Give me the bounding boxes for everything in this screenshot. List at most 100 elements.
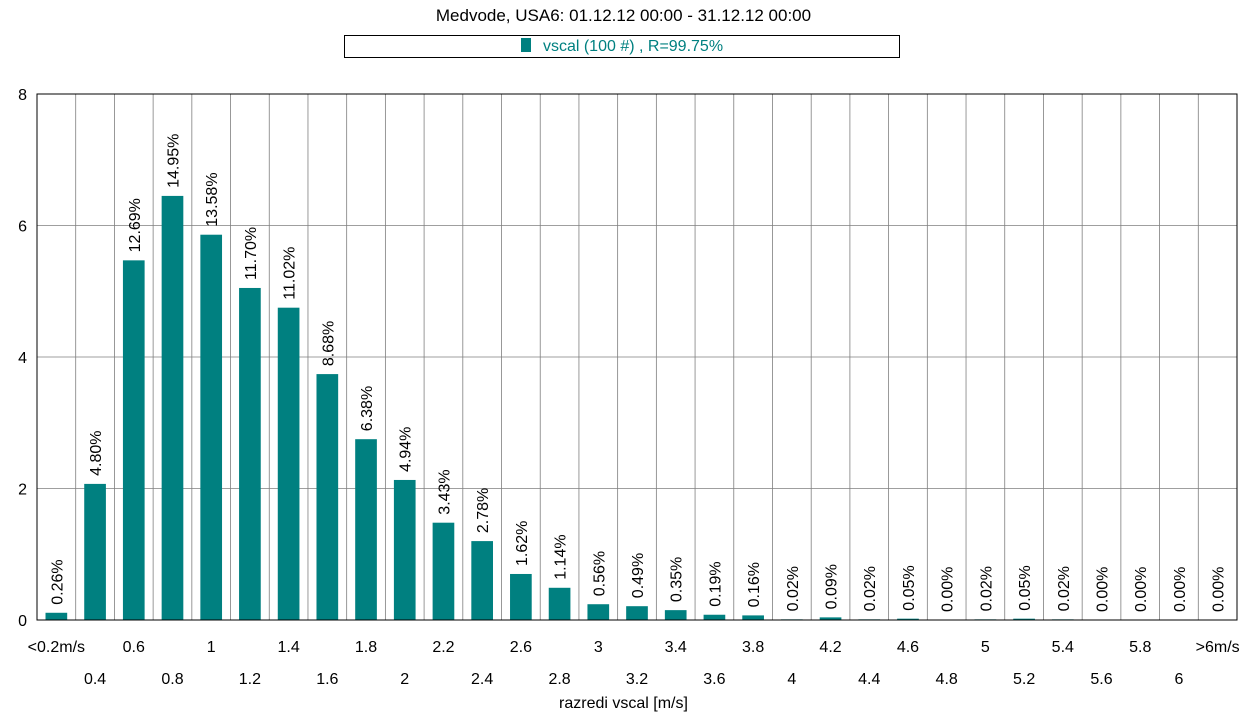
bar	[432, 522, 455, 620]
data-label: 3.43%	[436, 469, 453, 514]
x-tick-label: 4.8	[936, 671, 958, 688]
bar	[742, 615, 764, 620]
legend-label: vscal (100 #) , R=99.75%	[542, 38, 724, 55]
data-label: 13.58%	[204, 172, 221, 226]
x-tick-label: 1	[207, 639, 216, 656]
data-label: 1.62%	[514, 521, 531, 566]
data-label: 0.49%	[630, 553, 647, 598]
x-tick-label: 1.8	[355, 639, 377, 656]
data-labels: 0.26% 4.80% 12.69% 14.95% 13.58% 11.70% 11.02%…	[49, 134, 1227, 612]
x-tick-label: 1.6	[316, 671, 338, 688]
axes: 0 2 4 6 8 <0.2m/s 0.4 0.6 0.8 1 1.2 1.4 1.6 1.8 2 2.2 2.…	[18, 87, 1240, 688]
data-label: 0.00%	[1095, 567, 1112, 612]
bar	[471, 541, 493, 620]
data-label: 0.02%	[862, 566, 879, 611]
x-tick-label: 5.4	[1052, 639, 1074, 656]
x-tick-label: 2.4	[471, 671, 493, 688]
y-tick-label: 6	[18, 219, 27, 236]
x-tick-label: 5.8	[1129, 639, 1151, 656]
bar	[84, 483, 106, 620]
data-label: 11.70%	[243, 227, 260, 280]
bar	[161, 195, 184, 620]
x-tick-label: 0.4	[84, 671, 106, 688]
x-tick-label: 1.2	[239, 671, 261, 688]
data-label: 0.00%	[1133, 567, 1150, 612]
data-label: 0.19%	[707, 561, 724, 606]
bar	[393, 479, 416, 620]
x-tick-label: 3.8	[742, 639, 764, 656]
x-tick-label: 0.6	[123, 639, 145, 656]
data-label: 0.02%	[978, 566, 995, 611]
bar	[626, 606, 648, 620]
data-label: 8.68%	[320, 321, 337, 366]
x-tick-label: 2	[400, 671, 409, 688]
data-label: 12.69%	[127, 198, 144, 252]
x-tick-label: 5	[981, 639, 990, 656]
x-tick-label: 3.4	[665, 639, 687, 656]
data-label: 2.78%	[475, 488, 492, 533]
legend: vscal (100 #) , R=99.75%	[344, 35, 900, 58]
x-tick-label: 4.2	[819, 639, 841, 656]
x-tick-label: 2.6	[510, 639, 532, 656]
data-label: 0.02%	[1056, 566, 1073, 611]
data-label: 0.56%	[591, 551, 608, 596]
bar	[239, 287, 261, 620]
data-label: 11.02%	[282, 247, 299, 300]
bar	[664, 610, 687, 620]
data-label: 0.35%	[669, 557, 686, 602]
data-label: 0.16%	[746, 562, 763, 607]
data-label: 0.02%	[785, 566, 802, 611]
bar	[897, 618, 919, 620]
bar	[122, 260, 145, 620]
bar	[1013, 618, 1035, 620]
data-label: 0.00%	[1172, 567, 1189, 612]
x-tick-label: 4	[787, 671, 796, 688]
bar	[587, 604, 610, 620]
x-tick-label: 3.6	[703, 671, 725, 688]
bar	[819, 617, 842, 620]
data-label: 14.95%	[165, 134, 182, 188]
bar	[200, 234, 223, 620]
bar	[277, 307, 300, 620]
x-tick-label: 5.2	[1013, 671, 1035, 688]
x-tick-label: 4.6	[897, 639, 919, 656]
y-tick-label: 0	[18, 613, 27, 630]
grid-lines	[37, 94, 1237, 620]
x-tick-label: 6	[1174, 671, 1183, 688]
y-tick-label: 4	[18, 350, 27, 367]
data-label: 4.94%	[398, 427, 415, 472]
x-tick-label: <0.2m/s	[28, 639, 85, 656]
x-tick-label: 4.4	[858, 671, 880, 688]
data-label: 6.38%	[359, 386, 376, 431]
y-tick-label: 8	[18, 87, 27, 104]
x-tick-label: >6m/s	[1196, 639, 1240, 656]
legend-swatch	[520, 38, 531, 52]
data-label: 0.09%	[824, 564, 841, 609]
x-tick-label: 0.8	[161, 671, 183, 688]
x-tick-label: 2.2	[432, 639, 454, 656]
x-tick-label: 2.8	[548, 671, 570, 688]
data-label: 0.26%	[49, 559, 66, 604]
bar	[316, 374, 339, 620]
x-axis-label: razredi vscal [m/s]	[559, 695, 688, 712]
chart-title: Medvode, USA6: 01.12.12 00:00 - 31.12.12…	[435, 6, 812, 25]
data-label: 0.05%	[901, 565, 918, 610]
bar-chart: 0.26% 4.80% 12.69% 14.95% 13.58% 11.70% 11.02%…	[18, 87, 1240, 688]
bar	[548, 587, 571, 620]
bar	[703, 614, 726, 620]
x-tick-label: 3.2	[626, 671, 648, 688]
bars	[45, 195, 1074, 620]
data-label: 4.80%	[88, 431, 105, 476]
plot-frame	[36, 93, 1238, 621]
y-tick-label: 2	[18, 482, 27, 499]
data-label: 0.05%	[1017, 565, 1034, 610]
data-label: 0.00%	[1211, 567, 1228, 612]
x-tick-label: 1.4	[277, 639, 299, 656]
bar	[510, 573, 532, 620]
data-label: 0.00%	[940, 567, 957, 612]
x-tick-label: 3	[594, 639, 603, 656]
x-tick-label: 5.6	[1090, 671, 1112, 688]
data-label: 1.14%	[553, 534, 570, 579]
bar	[45, 612, 68, 620]
bar	[355, 439, 377, 620]
